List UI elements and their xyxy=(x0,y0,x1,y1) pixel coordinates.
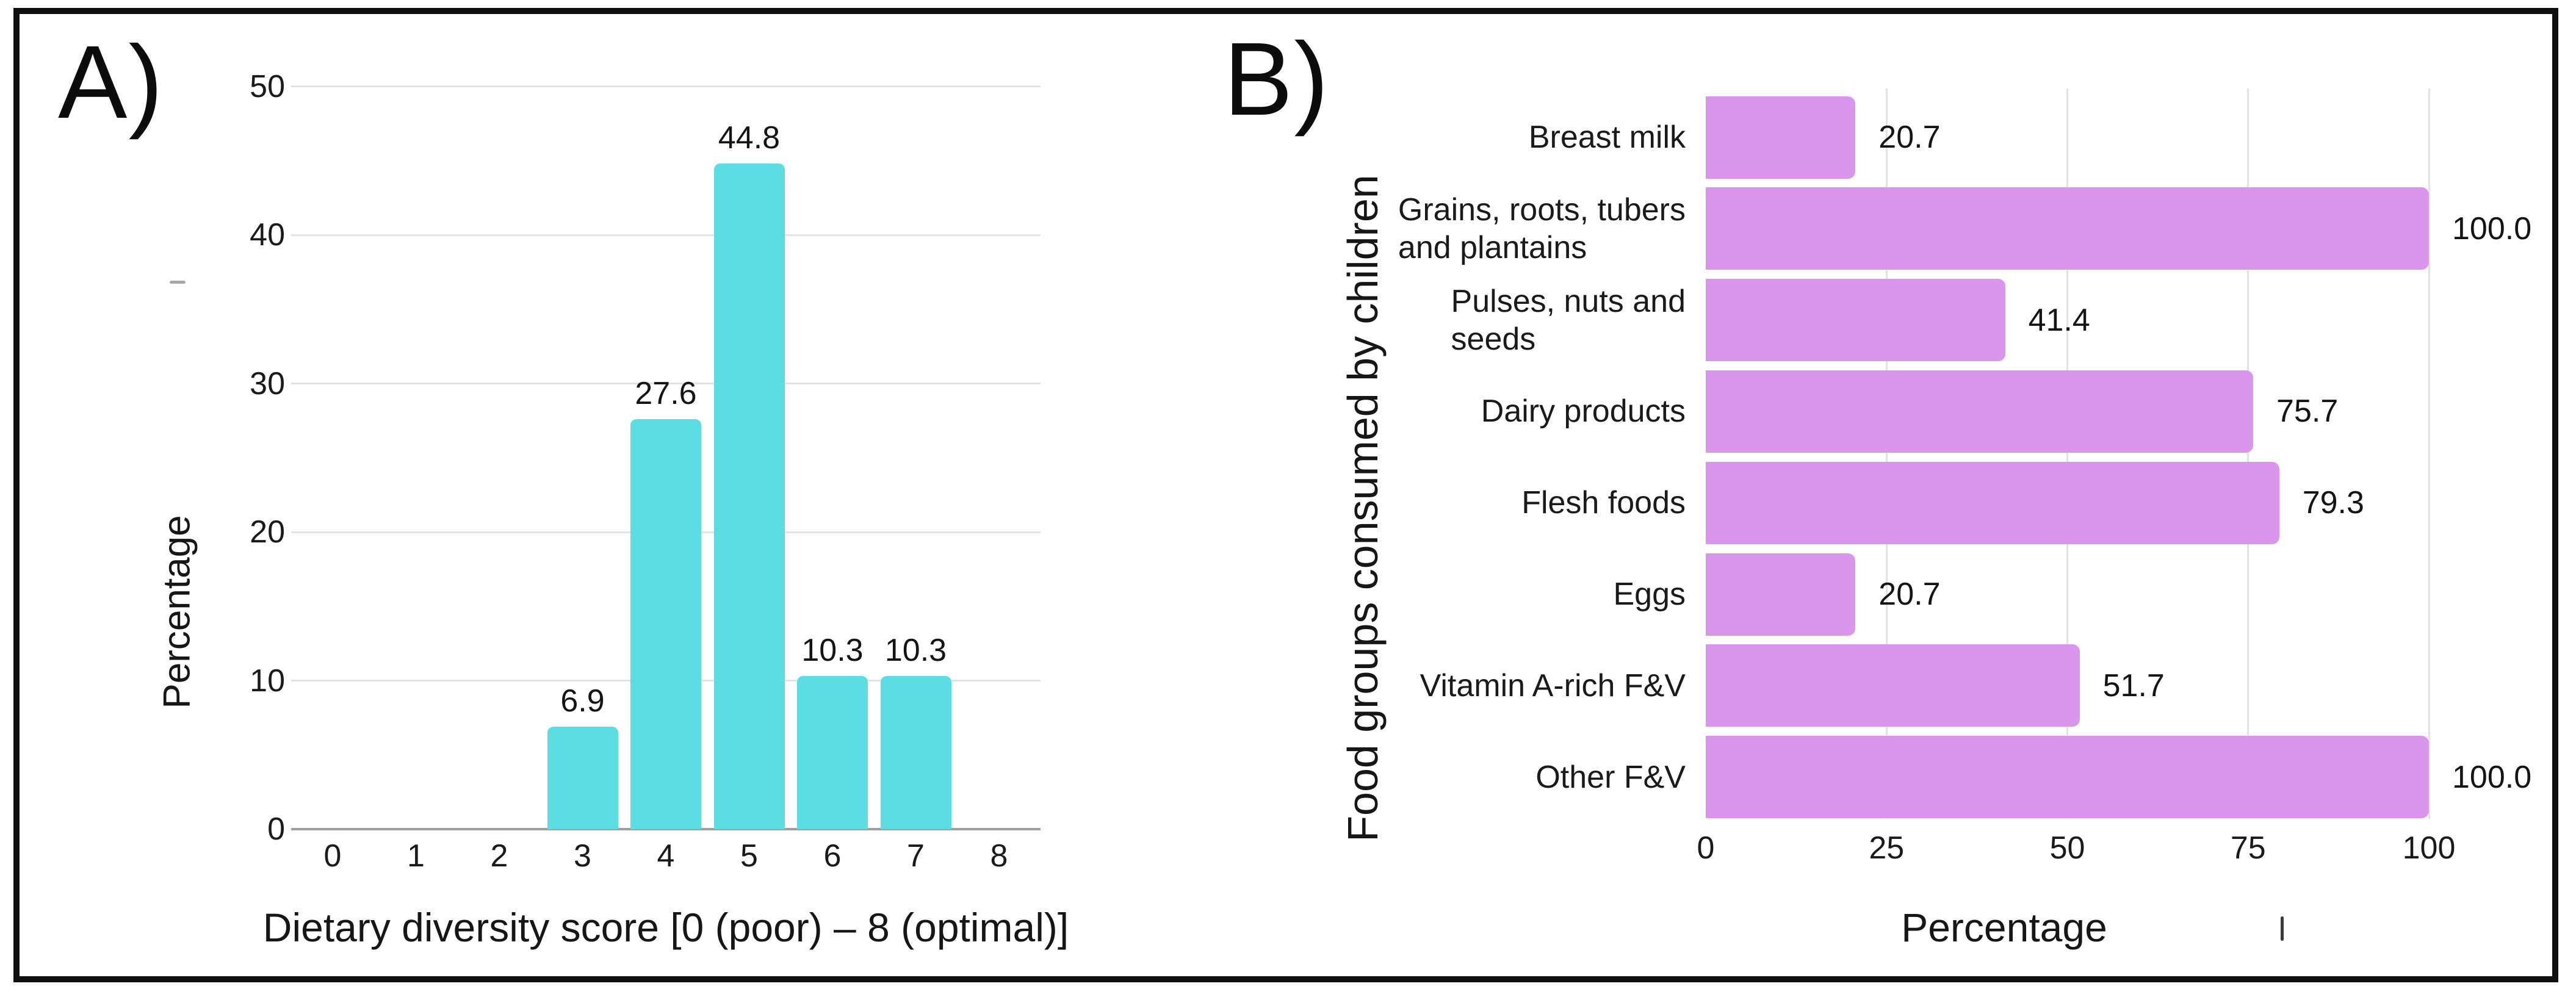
bar-score-3 xyxy=(547,726,618,829)
bar-food-group xyxy=(1706,553,1856,636)
bar-score-4 xyxy=(630,419,701,829)
bar-value-label: 20.7 xyxy=(1878,120,1941,155)
gridline-y-40 xyxy=(291,234,1041,236)
x-tick-label: 7 xyxy=(907,838,925,874)
bar-value-label: 44.8 xyxy=(718,120,781,156)
x-tick-label: 6 xyxy=(823,838,842,874)
x-tick-label: 4 xyxy=(657,838,675,874)
y-tick-label: 10 xyxy=(250,663,285,699)
panel-a-x-axis-title: Dietary diversity score [0 (poor) – 8 (o… xyxy=(262,905,1069,950)
x-tick-label: 50 xyxy=(2049,830,2085,866)
bar-food-group xyxy=(1706,644,2080,727)
category-label: Breast milk xyxy=(1528,120,1686,155)
category-label: Dairy products xyxy=(1481,394,1686,430)
category-label: Eggs xyxy=(1613,577,1686,612)
bar-value-label: 100.0 xyxy=(2452,210,2532,246)
bar-value-label: 79.3 xyxy=(2302,485,2364,521)
y-tick-label: 50 xyxy=(250,68,285,104)
category-label: Other F&V xyxy=(1535,759,1686,795)
stray-tick-mark xyxy=(2281,916,2284,941)
gridline-x-75 xyxy=(2247,88,2249,819)
y-tick-label: 0 xyxy=(267,811,285,847)
bar-value-label: 41.4 xyxy=(2028,302,2090,338)
figure-border xyxy=(13,8,2558,982)
bar-score-6 xyxy=(797,676,868,829)
bar-food-group xyxy=(1706,96,1856,179)
x-tick-label: 8 xyxy=(990,838,1008,874)
gridline-y-50 xyxy=(291,85,1041,87)
x-tick-label: 1 xyxy=(407,838,425,874)
stray-dash-mark xyxy=(170,281,186,284)
bar-food-group xyxy=(1706,736,2429,819)
gridline-x-25 xyxy=(1885,88,1888,819)
bar-score-5 xyxy=(713,164,785,829)
bar-food-group xyxy=(1706,187,2429,270)
bar-value-label: 10.3 xyxy=(801,633,864,669)
category-label: Pulses, nuts and seeds xyxy=(1451,283,1686,357)
x-tick-label: 75 xyxy=(2230,830,2266,866)
y-tick-label: 40 xyxy=(250,217,285,253)
x-tick-label: 2 xyxy=(490,838,508,874)
bar-value-label: 51.7 xyxy=(2102,667,2165,703)
bar-value-label: 20.7 xyxy=(1878,577,1941,612)
category-label: Grains, roots, tubers and plantains xyxy=(1398,192,1686,265)
category-label: Vitamin A-rich F&V xyxy=(1420,667,1686,703)
gridline-x-100 xyxy=(2428,88,2430,819)
gridline-x-50 xyxy=(2066,88,2068,819)
x-tick-label: 0 xyxy=(1697,830,1715,866)
bar-score-7 xyxy=(880,676,951,829)
category-label: Flesh foods xyxy=(1521,485,1686,521)
x-tick-label: 100 xyxy=(2402,830,2456,866)
bar-value-label: 27.6 xyxy=(635,375,697,411)
bar-food-group xyxy=(1706,279,2005,362)
panel-a-label: A) xyxy=(58,24,164,140)
x-tick-label: 5 xyxy=(740,838,758,874)
x-axis-baseline xyxy=(291,828,1041,830)
y-tick-label: 30 xyxy=(250,365,285,401)
bar-food-group xyxy=(1706,461,2279,544)
bar-value-label: 6.9 xyxy=(560,683,605,719)
bar-value-label: 10.3 xyxy=(884,633,947,669)
bar-value-label: 100.0 xyxy=(2452,759,2532,795)
panel-b-x-axis-title: Percentage xyxy=(1901,905,2107,950)
gridline-y-30 xyxy=(291,383,1041,384)
bar-value-label: 75.7 xyxy=(2276,394,2339,430)
x-tick-label: 25 xyxy=(1869,830,1905,866)
bar-food-group xyxy=(1706,370,2254,453)
x-tick-label: 3 xyxy=(574,838,591,874)
x-tick-label: 0 xyxy=(323,838,342,874)
panel-b-y-axis-title: Food groups consumed by children xyxy=(1339,174,1387,842)
y-tick-label: 20 xyxy=(250,514,285,550)
panel-b-label: B) xyxy=(1224,21,1330,137)
